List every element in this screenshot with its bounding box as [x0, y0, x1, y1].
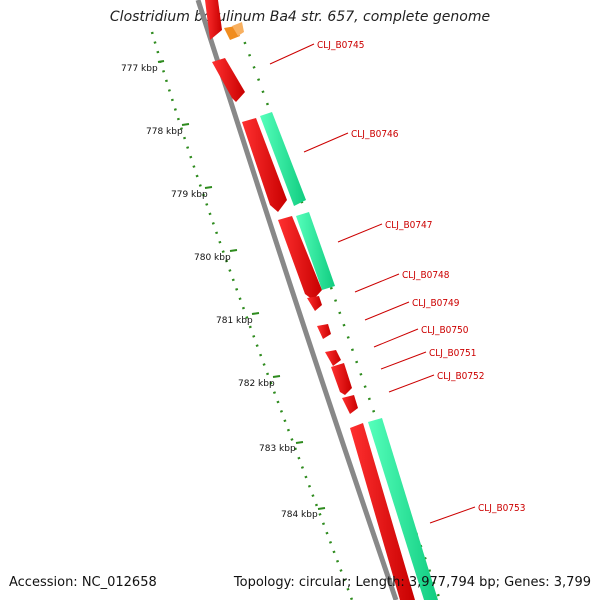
- gene-clj-b0748[interactable]: [307, 296, 322, 311]
- gene-clj-b0750[interactable]: [325, 350, 341, 366]
- gene-label[interactable]: CLJ_B0751: [429, 348, 477, 359]
- connector: [364, 301, 410, 321]
- gene-clj-b0746[interactable]: [242, 118, 287, 212]
- connector: [354, 273, 400, 293]
- scale-tick: [317, 507, 326, 510]
- gene-clj-b0747[interactable]: [278, 216, 322, 300]
- gene-label[interactable]: CLJ_B0753: [478, 503, 526, 514]
- connector: [269, 43, 315, 65]
- gene-clj-b0745[interactable]: [212, 58, 245, 102]
- scale-tick: [181, 123, 190, 126]
- gene-label[interactable]: CLJ_B0749: [412, 298, 460, 309]
- gene-clj-b0749[interactable]: [317, 324, 331, 339]
- gene-partial[interactable]: [205, 0, 222, 40]
- gene-clj-b0752[interactable]: [342, 395, 358, 414]
- gene-label[interactable]: CLJ_B0745: [317, 40, 365, 51]
- scale-label: 781 kbp: [216, 316, 253, 326]
- genome-backbone: [195, 0, 399, 600]
- gene-label[interactable]: CLJ_B0748: [402, 270, 450, 281]
- label-connectors: [269, 43, 476, 524]
- scale-tick: [204, 186, 213, 189]
- features: [260, 112, 438, 600]
- gene-clj-b0751[interactable]: [331, 363, 352, 395]
- scale-label: 782 kbp: [238, 379, 275, 389]
- scale-label: 783 kbp: [259, 444, 296, 454]
- connector: [337, 223, 383, 243]
- connector: [380, 351, 427, 370]
- connector: [429, 506, 476, 524]
- connector: [373, 328, 419, 348]
- topology-text: Topology: circular; Length: 3,977,794 bp…: [233, 575, 591, 590]
- gene-label[interactable]: CLJ_B0747: [385, 220, 433, 231]
- scale-tick: [272, 375, 281, 378]
- connector: [388, 374, 435, 393]
- accession-text: Accession: NC_012658: [9, 575, 157, 590]
- scale-label: 777 kbp: [121, 64, 158, 74]
- feature-track-747[interactable]: [296, 212, 335, 290]
- scale-labels: 777 kbp 778 kbp 779 kbp 780 kbp 781 kbp …: [121, 64, 318, 520]
- scale-tick: [251, 312, 260, 315]
- scale-label: 778 kbp: [146, 127, 183, 137]
- scale-ring: [150, 31, 354, 600]
- feature-track-746[interactable]: [260, 112, 306, 206]
- gene-label[interactable]: CLJ_B0752: [437, 371, 485, 382]
- gene-label[interactable]: CLJ_B0750: [421, 325, 469, 336]
- feature-track-753[interactable]: [368, 418, 438, 600]
- genes: [205, 0, 415, 600]
- scale-tick: [157, 60, 165, 63]
- scale-tick: [295, 441, 304, 444]
- gene-label[interactable]: CLJ_B0746: [351, 129, 399, 140]
- gene-partial-orange-light[interactable]: [232, 22, 244, 36]
- connector: [303, 132, 349, 153]
- scale-label: 784 kbp: [281, 510, 318, 520]
- gene-clj-b0753[interactable]: [350, 423, 415, 600]
- scale-label: 779 kbp: [171, 190, 208, 200]
- scale-label: 780 kbp: [194, 253, 231, 263]
- scale-tick: [229, 249, 238, 252]
- gene-labels: CLJ_B0745 CLJ_B0746 CLJ_B0747 CLJ_B0748 …: [317, 40, 526, 514]
